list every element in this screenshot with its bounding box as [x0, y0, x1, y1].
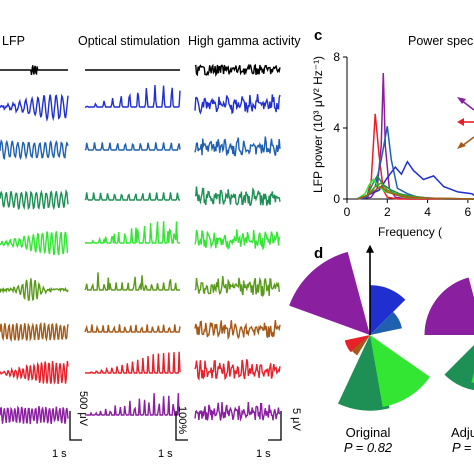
- column-title-lfp: LFP: [2, 34, 25, 48]
- rose-adjusted-label: Adju: [451, 425, 474, 440]
- y-tick-label: 4: [333, 121, 340, 135]
- trace-row-4: [194, 229, 281, 251]
- power-spectrum-chart: 0 2 4 6 0 4 8 LFP power (10³ μV² Hz⁻¹) Frequen…: [311, 50, 474, 239]
- x-tick-label: 4: [424, 205, 431, 219]
- trace-row-6: [0, 321, 69, 343]
- trace-row-2: [194, 136, 281, 157]
- trace-row-4: [85, 221, 180, 244]
- trace-row-5: [194, 276, 280, 298]
- lfp-time-scale-label: 1 s: [52, 448, 67, 460]
- x-axis-label: Frequency (: [378, 225, 442, 239]
- trace-row-8: [84, 393, 181, 416]
- y-tick-label: 8: [333, 50, 340, 64]
- gamma-amplitude-scale-label: 5 μV: [290, 408, 302, 432]
- trace-row-3: [194, 186, 281, 207]
- trace-row-7: [0, 360, 69, 385]
- trace-row-1: [85, 84, 181, 108]
- trace-row-2: [0, 139, 69, 161]
- rose-wedge-1: [370, 285, 406, 335]
- rose-wedge-5: [344, 335, 370, 353]
- y-axis-label: LFP power (10³ μV² Hz⁻¹): [311, 56, 325, 193]
- rose-wedge-4: [370, 335, 430, 407]
- rose-wedge-0: [424, 277, 474, 335]
- trace-row-8: [0, 405, 69, 425]
- rose-wedge-1: [444, 345, 474, 391]
- rose-wedge-2: [471, 372, 474, 383]
- rose-original-p-value: P = 0.82: [344, 440, 393, 455]
- rose-original: [289, 244, 430, 411]
- column-title-gamma: High gamma activity: [188, 34, 301, 48]
- trace-row-3: [84, 192, 180, 201]
- lfp-scalebar: 500 μV 1 s: [52, 391, 89, 460]
- gamma-time-scale-label: 1 s: [256, 448, 271, 460]
- trace-row-7: [84, 351, 181, 374]
- x-tick-label: 0: [344, 205, 351, 219]
- trace-row-8: [194, 401, 281, 422]
- rose-wedge-0: [289, 251, 370, 335]
- rose-original-label: Original: [346, 425, 391, 440]
- x-tick-label: 2: [384, 205, 391, 219]
- optical-amplitude-scale-label: 100%: [176, 406, 188, 434]
- trace-row-3: [0, 188, 69, 211]
- trace-row-0: [194, 63, 281, 77]
- gamma-traces: [194, 63, 281, 422]
- trace-row-5: [84, 272, 180, 291]
- lfp-traces: [0, 65, 69, 425]
- rose-adjusted: [424, 277, 474, 391]
- rose-adjusted-p-value: P =: [452, 440, 472, 455]
- x-tick-label: 6: [465, 205, 472, 219]
- mean-direction-arrowhead: [366, 244, 374, 253]
- trace-row-5: [0, 278, 69, 301]
- trace-row-7: [194, 359, 281, 381]
- lfp-amplitude-scale-label: 500 μV: [77, 391, 89, 427]
- rose-wedge-3: [338, 335, 390, 411]
- y-tick-label: 0: [333, 192, 340, 206]
- trace-row-2: [84, 142, 181, 151]
- optical-time-scale-label: 1 s: [158, 448, 173, 460]
- trace-row-0: [0, 65, 68, 76]
- trace-row-4: [0, 231, 69, 256]
- panel-label-d: d: [314, 245, 323, 262]
- panel-label-c: c: [314, 27, 322, 44]
- optical-traces: [84, 69, 181, 416]
- power-spectrum-title: Power spec: [408, 34, 473, 48]
- optical-scalebar: 100% 1 s: [158, 406, 188, 460]
- direction-arrows: [457, 97, 474, 149]
- trace-row-1: [194, 94, 281, 115]
- gamma-scalebar: 5 μV 1 s: [256, 408, 302, 460]
- trace-row-6: [194, 320, 281, 341]
- trace-row-6: [84, 324, 181, 333]
- rose-wedge-2: [370, 311, 402, 335]
- spectrum-series-7: [356, 185, 474, 200]
- column-title-optical: Optical stimulation: [78, 34, 180, 48]
- rose-wedge-6: [351, 335, 370, 356]
- trace-row-1: [0, 93, 69, 122]
